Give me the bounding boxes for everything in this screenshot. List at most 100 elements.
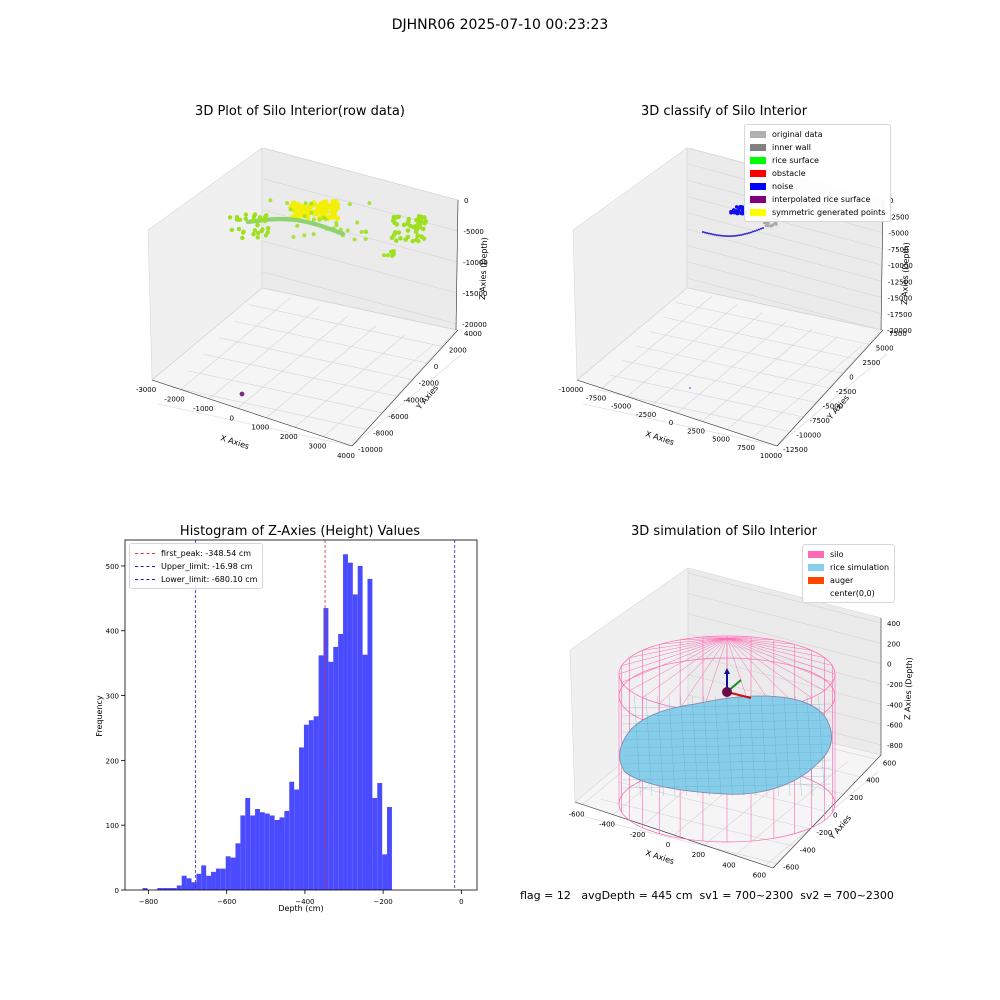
x-tick-label: -3000 (136, 386, 156, 394)
data-point (251, 232, 256, 237)
data-point (303, 201, 308, 206)
x-tick-label: 0 (229, 414, 233, 422)
z-tick-label: -10000 (888, 262, 913, 270)
histogram-bar (162, 888, 168, 890)
rice-mesh-line (772, 695, 779, 797)
histogram-bar (372, 797, 378, 890)
data-point (391, 250, 396, 255)
histogram-bar (313, 716, 319, 890)
rice-mesh-line (749, 695, 756, 797)
data-point (296, 202, 302, 208)
histogram-bar (279, 817, 285, 890)
data-point (398, 235, 403, 241)
silo-roof-line (726, 637, 774, 641)
noise-point (710, 232, 712, 235)
legend-entry: obstacle (750, 167, 885, 180)
y-tick-label: -200 (816, 829, 832, 837)
legend-label: original data (772, 130, 823, 139)
data-point (345, 228, 350, 233)
histogram-bar (284, 810, 290, 890)
data-point (305, 215, 311, 221)
data-point (323, 205, 329, 211)
z-tick-label: -800 (887, 742, 903, 750)
legend-entry: symmetric generated points (750, 206, 885, 219)
data-point (234, 214, 240, 220)
z-tick-label: -15000 (463, 290, 488, 298)
histogram-bar (289, 781, 295, 890)
raw-3d-scatter: -3000-2000-100001000200030004000-10000-8… (136, 147, 489, 460)
center-axes-glyph (722, 668, 752, 699)
legend-swatch (135, 553, 155, 554)
data-point (257, 215, 263, 220)
legend-entry: original data (750, 128, 885, 141)
y-tick-label: 2000 (449, 347, 467, 355)
legend-label: symmetric generated points (772, 208, 886, 217)
z-tick-label: 200 (887, 640, 900, 648)
z-tick-label: 0 (887, 661, 891, 669)
outlier-point (239, 391, 245, 397)
legend-swatch (808, 564, 824, 571)
noise-point (722, 234, 724, 237)
data-point (311, 217, 316, 222)
silo-roof-line (726, 637, 833, 666)
noise-point (732, 235, 734, 237)
y-tick-label: 200 (850, 794, 863, 802)
x-tick-label: -600 (569, 811, 585, 819)
rice-mesh-line (622, 727, 832, 733)
rice-mesh-line (714, 695, 722, 797)
original-point (765, 221, 769, 225)
x-tick-label: -200 (630, 831, 646, 839)
x-tick-label: 1000 (251, 424, 269, 432)
noise-point (718, 234, 720, 237)
x-tick-label: 4000 (337, 452, 355, 460)
data-point (321, 215, 326, 220)
data-point (241, 230, 246, 235)
noise-point (708, 232, 710, 235)
noise-point (737, 206, 741, 210)
histogram-bar (362, 654, 368, 890)
silo-roof-line (618, 637, 728, 675)
legend-swatch (808, 577, 824, 584)
noise-point (729, 211, 733, 215)
noise-point (736, 209, 741, 214)
silo-roof-line (629, 637, 728, 658)
silo-roof-line (621, 637, 728, 683)
z-tick-label: -200 (887, 681, 903, 689)
data-point (382, 253, 387, 258)
legend-swatch (750, 144, 766, 151)
legend-label: silo (830, 550, 844, 559)
histogram-bar (259, 812, 265, 890)
z-tick-label: -17500 (887, 311, 912, 319)
data-point (405, 221, 410, 227)
x-tick-label: -2500 (636, 411, 656, 419)
legend-label: interpolated rice surface (772, 195, 871, 204)
x-tick-label: 0 (666, 841, 670, 849)
data-point (393, 215, 399, 220)
data-point (236, 226, 242, 232)
y-tick-label: -2000 (419, 380, 439, 388)
original-point (764, 223, 768, 228)
legend-entry: silo (808, 548, 889, 561)
noise-point (758, 228, 760, 231)
silo-roof-line (642, 637, 728, 698)
data-point (421, 236, 427, 241)
data-point (405, 228, 411, 233)
histogram-bar (357, 565, 363, 890)
y-tick-label: -400 (800, 846, 816, 854)
legend-swatch (750, 196, 766, 203)
data-point (291, 234, 296, 239)
data-point (293, 209, 299, 214)
data-point (255, 222, 260, 227)
rice-mesh-line (806, 695, 814, 797)
legend-entry: Upper_limit: -16.98 cm (135, 560, 257, 573)
panel3-title: Histogram of Z-Axies (Height) Values (179, 524, 421, 539)
y-tick-label: -7500 (810, 417, 830, 425)
data-point (394, 222, 400, 227)
noise-point (760, 227, 762, 230)
data-point (306, 207, 312, 212)
z-tick-label: -20000 (887, 327, 912, 335)
silo-roof-line (642, 637, 728, 651)
legend-label: Upper_limit: -16.98 cm (161, 562, 253, 571)
data-point (415, 233, 420, 238)
legend-entry: center(0,0) (808, 587, 889, 600)
